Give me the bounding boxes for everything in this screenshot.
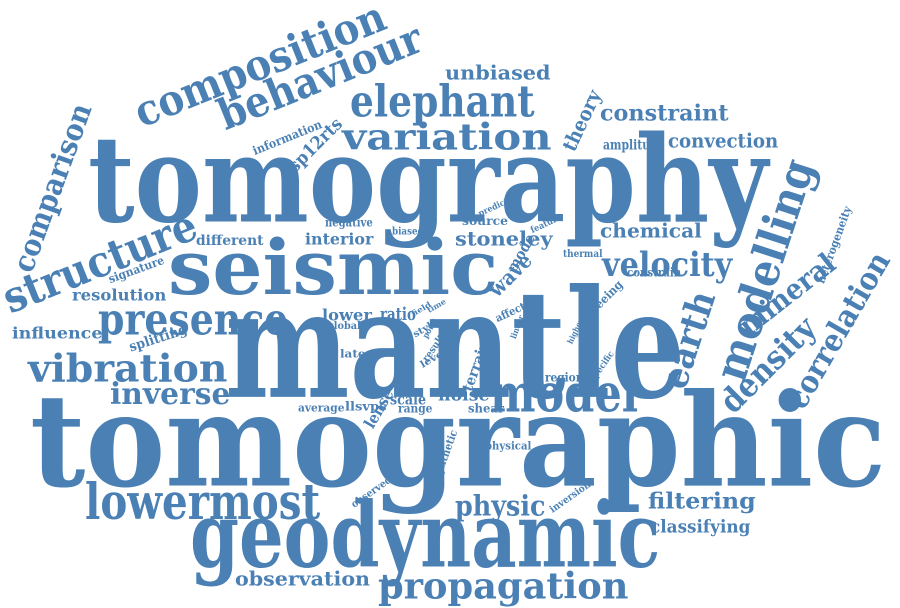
word-constrain: constrain bbox=[627, 266, 682, 280]
word-llsvps: llsvps bbox=[345, 400, 387, 414]
word-constraint: constraint bbox=[600, 99, 729, 127]
word-thermal: thermal bbox=[563, 246, 603, 260]
word-presence: presence bbox=[98, 293, 289, 346]
word-tomography: tomography bbox=[88, 109, 768, 250]
word-lateral: lateral bbox=[340, 348, 385, 361]
word-region: region bbox=[545, 371, 584, 385]
word-chemical: chemical bbox=[600, 219, 702, 244]
word-influence: influence bbox=[12, 324, 103, 344]
word-filtering: filtering bbox=[648, 487, 756, 515]
word-variation: variation bbox=[342, 116, 552, 160]
word-interior: interior bbox=[305, 230, 374, 250]
word-range: range bbox=[398, 402, 433, 416]
word-physical: physical bbox=[485, 440, 532, 453]
word-mantle: mantle bbox=[225, 256, 686, 433]
word-lower: lower bbox=[322, 306, 372, 326]
word-seismic: seismic bbox=[168, 222, 499, 313]
word-physic: physic bbox=[455, 488, 546, 523]
word-global: global bbox=[327, 318, 361, 332]
word-unbiased: unbiased bbox=[445, 61, 551, 86]
word-biased: biased bbox=[392, 226, 424, 238]
word-shear: shear bbox=[468, 402, 505, 416]
word-resolution: resolution bbox=[72, 286, 167, 306]
word-inverse: inverse bbox=[110, 377, 231, 413]
word-noise: noise bbox=[438, 383, 490, 406]
word-velocity: velocity bbox=[602, 244, 733, 285]
word-geodynamic: geodynamic bbox=[190, 482, 661, 588]
word-propagation: propagation bbox=[378, 564, 629, 608]
word-ratio: ratio bbox=[380, 304, 416, 326]
word-model: model bbox=[490, 363, 639, 425]
word-convection: convection bbox=[668, 129, 779, 154]
word-amplitude: amplitude bbox=[603, 136, 665, 154]
word-vibration: vibration bbox=[27, 346, 228, 392]
word-elephant: elephant bbox=[350, 75, 535, 128]
word-source: source bbox=[462, 213, 509, 229]
word-classifying: classifying bbox=[650, 515, 751, 538]
word-scale: scale bbox=[390, 390, 427, 409]
word-lowermost: lowermost bbox=[85, 473, 321, 532]
word-average: average bbox=[298, 402, 345, 415]
word-negative: negative bbox=[325, 216, 373, 230]
word-stoneley: stoneley bbox=[455, 227, 553, 252]
word-tomographic: tomographic bbox=[30, 366, 887, 517]
word-observation: observation bbox=[235, 567, 371, 592]
word-different: different bbox=[196, 232, 264, 250]
